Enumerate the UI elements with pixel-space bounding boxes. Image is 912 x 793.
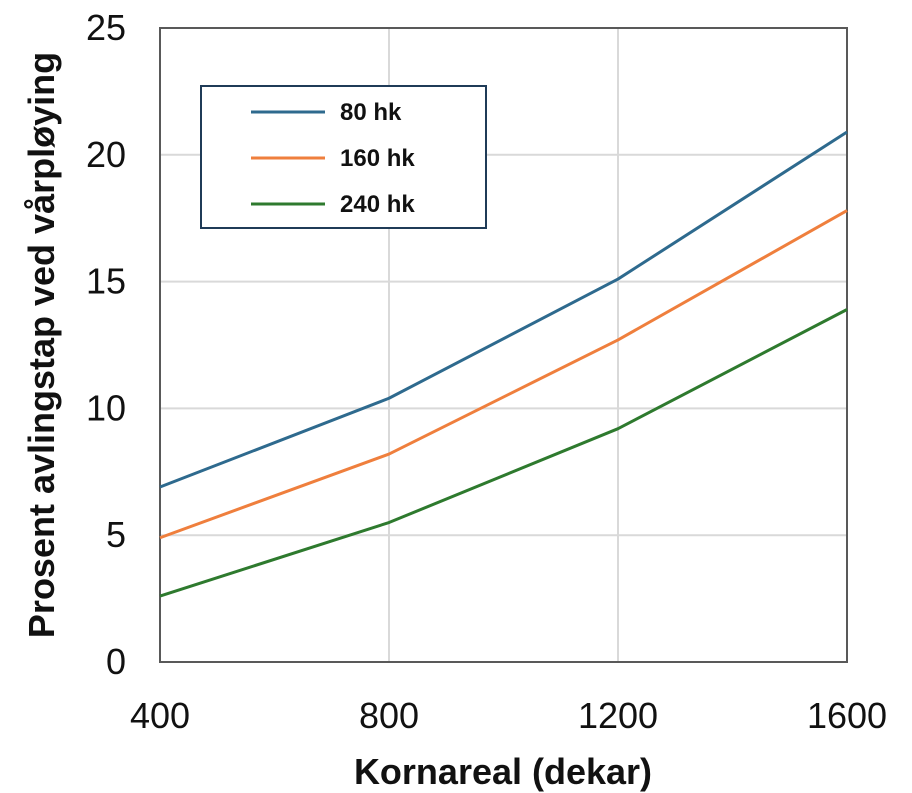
legend-label: 160 hk <box>340 145 415 172</box>
y-axis-label: Prosent avlingstap ved vårpløying <box>21 52 62 638</box>
plot-area-frame <box>159 27 848 663</box>
y-tick-label: 10 <box>86 387 126 428</box>
legend-label: 240 hk <box>340 191 415 218</box>
y-axis-ticks: 0 5 10 15 20 25 <box>86 7 126 682</box>
x-tick-label: 1600 <box>807 695 887 736</box>
y-tick-label: 25 <box>86 7 126 48</box>
legend: 80 hk 160 hk 240 hk <box>200 85 487 229</box>
series-line-0 <box>159 130 848 489</box>
x-axis-ticks: 400 800 1200 1600 <box>130 695 887 736</box>
x-tick-label: 800 <box>359 695 419 736</box>
y-tick-label: 15 <box>86 261 126 302</box>
y-tick-label: 20 <box>86 134 126 175</box>
x-tick-label: 1200 <box>578 695 658 736</box>
legend-box <box>200 85 487 229</box>
legend-label: 80 hk <box>340 99 402 126</box>
series-line-1 <box>159 209 848 540</box>
y-tick-label: 0 <box>106 641 126 682</box>
series-line-2 <box>159 308 848 598</box>
x-tick-label: 400 <box>130 695 190 736</box>
series-lines <box>159 130 848 598</box>
y-tick-label: 5 <box>106 514 126 555</box>
x-axis-label: Kornareal (dekar) <box>354 751 652 792</box>
